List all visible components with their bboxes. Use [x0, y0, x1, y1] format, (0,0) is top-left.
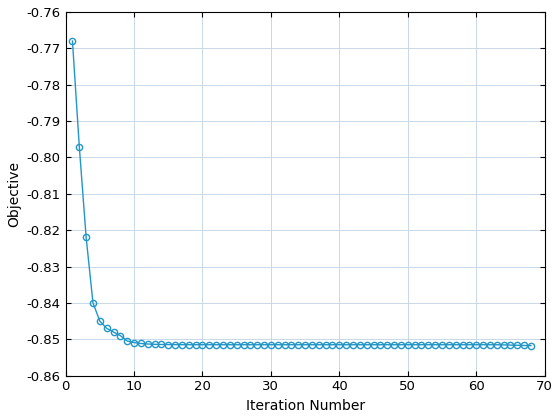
X-axis label: Iteration Number: Iteration Number	[245, 399, 365, 413]
Y-axis label: Objective: Objective	[7, 161, 21, 227]
